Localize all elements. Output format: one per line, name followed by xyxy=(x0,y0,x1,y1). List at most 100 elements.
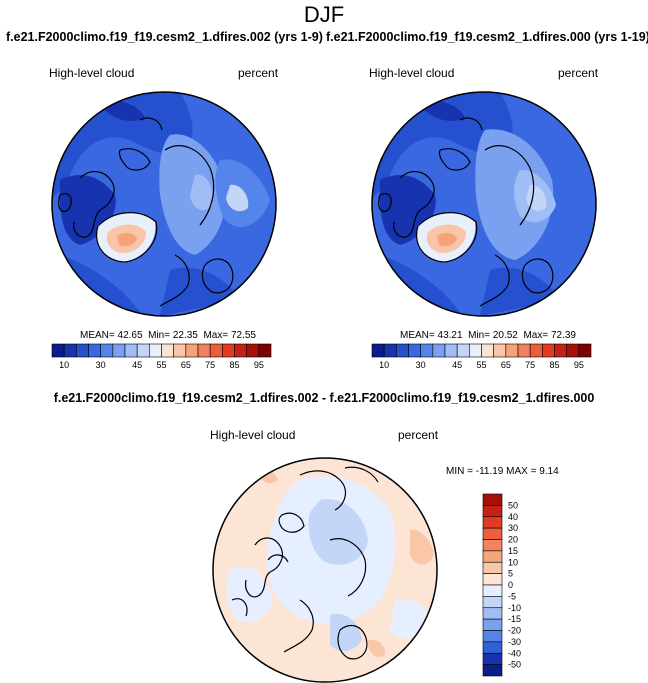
panel3-min-value: -11.19 xyxy=(475,466,504,477)
panel2-colorbar-swatch-3 xyxy=(408,343,421,358)
panel3-colorbar-tick-label-2: 30 xyxy=(508,523,518,533)
left-case-title: f.e21.F2000climo.f19_f19.cesm2_1.dfires.… xyxy=(6,30,323,44)
panel2-colorbar-swatch-12 xyxy=(517,343,531,358)
panel2-colorbar: 10 30 45 55 65 75 85 95 xyxy=(371,343,592,370)
panel1-units-label: percent xyxy=(238,66,279,80)
panel3-colorbar-swatch-4 xyxy=(482,539,503,552)
panel2-colorbar-tick-label-5: 75 xyxy=(525,360,535,370)
panel2-colorbar-swatch-1 xyxy=(383,343,397,358)
panel1-stats: MEAN= 42.65 Min= 22.35 Max= 72.55 xyxy=(80,330,256,341)
panel1-colorbar-swatch-17 xyxy=(258,343,272,358)
panel3-colorbar-tick-label-11: -20 xyxy=(508,626,521,636)
panel3-colorbar-tick-label-1: 40 xyxy=(508,512,518,522)
panel2-colorbar-tick-label-4: 65 xyxy=(501,360,511,370)
panel3-colorbar-tick-label-6: 5 xyxy=(508,569,513,579)
panel1-mean-value: 42.65 xyxy=(117,330,143,341)
panel3-max-label: MAX = xyxy=(506,466,537,477)
panel1-colorbar-swatch-11 xyxy=(185,343,199,358)
panel1-colorbar-swatch-3 xyxy=(88,343,101,358)
panel3-colorbar-tick-label-4: 15 xyxy=(508,546,518,556)
panel2-colorbar-tick-label-2: 45 xyxy=(452,360,462,370)
panel1-colorbar-swatch-6 xyxy=(124,343,138,358)
panel1-colorbar-swatch-14 xyxy=(222,343,235,358)
panel2-colorbar-swatch-6 xyxy=(444,343,458,358)
panel2-colorbar-swatch-14 xyxy=(542,343,555,358)
main-title: DJF xyxy=(303,2,345,27)
panel1-min-value: 22.35 xyxy=(172,330,198,341)
panel1-colorbar-tick-label-6: 85 xyxy=(229,360,239,370)
panel3-colorbar-tick-label-12: -30 xyxy=(508,637,521,647)
panel1-colorbar-swatch-16 xyxy=(246,343,260,358)
panel1-colorbar-swatch-7 xyxy=(136,343,150,358)
panel2-colorbar-swatch-4 xyxy=(420,343,434,358)
panel1-colorbar-swatch-2 xyxy=(76,343,89,358)
panel1-colorbar-tick-label-1: 30 xyxy=(96,360,106,370)
panel2-colorbar-swatch-10 xyxy=(493,343,507,358)
panel1-max-label: Max= xyxy=(203,330,229,341)
panel2-colorbar-swatch-11 xyxy=(505,343,519,358)
panel1-colorbar-tick-label-4: 65 xyxy=(181,360,191,370)
panel3-colorbar-swatch-8 xyxy=(482,584,503,597)
panel1-colorbar-swatch-13 xyxy=(209,343,223,358)
panel3-colorbar-swatch-9 xyxy=(482,596,503,609)
panel3-colorbar-swatch-11 xyxy=(482,618,503,631)
panel1-colorbar-swatch-15 xyxy=(234,343,247,358)
panel2-colorbar-tick-label-3: 55 xyxy=(476,360,486,370)
panel2-mean-label: MEAN= xyxy=(400,330,435,341)
panel1-colorbar-tick-label-5: 75 xyxy=(205,360,215,370)
panel2-colorbar-swatch-2 xyxy=(396,343,409,358)
panel3-variable-label: High-level cloud xyxy=(210,428,296,442)
panel2-max-label: Max= xyxy=(523,330,549,341)
panel3-colorbar-swatch-13 xyxy=(482,641,503,654)
panel2-colorbar-swatch-7 xyxy=(456,343,470,358)
panel3-colorbar-swatch-2 xyxy=(482,516,503,529)
panel3-colorbar-tick-label-0: 50 xyxy=(508,500,518,510)
panel3-colorbar-tick-label-14: -50 xyxy=(508,660,521,670)
panel2-colorbar-swatch-9 xyxy=(481,343,494,358)
panel3-colorbar-swatch-3 xyxy=(482,527,503,540)
panel3-stats: MIN = -11.19 MAX = 9.14 xyxy=(446,466,559,477)
panel3-colorbar-tick-label-8: -5 xyxy=(508,591,516,601)
panel2-colorbar-swatch-8 xyxy=(469,343,482,358)
panel1-colorbar-tick-label-2: 45 xyxy=(132,360,142,370)
panel2-colorbar-swatch-0 xyxy=(371,343,385,358)
panel1-colorbar: 10 30 45 55 65 75 85 95 xyxy=(51,343,272,370)
panel2-min-label: Min= xyxy=(468,330,491,341)
panel3-colorbar-swatch-0 xyxy=(482,493,503,506)
panel2-stats: MEAN= 43.21 Min= 20.52 Max= 72.39 xyxy=(400,330,576,341)
panel2-colorbar-tick-label-0: 10 xyxy=(379,360,389,370)
panel2-colorbar-swatch-15 xyxy=(554,343,567,358)
panel1-colorbar-tick-label-0: 10 xyxy=(59,360,69,370)
panel1-mean-label: MEAN= xyxy=(80,330,115,341)
panel3-units-label: percent xyxy=(398,428,439,442)
panel3-colorbar-tick-label-13: -40 xyxy=(508,648,521,658)
panel2-colorbar-swatch-17 xyxy=(578,343,592,358)
panel1-colorbar-swatch-0 xyxy=(51,343,65,358)
panel2-colorbar-tick-label-7: 95 xyxy=(574,360,584,370)
panel3-colorbar-swatch-6 xyxy=(482,561,503,574)
panel3-colorbar-swatch-1 xyxy=(482,505,503,518)
panel2-min-value: 20.52 xyxy=(492,330,518,341)
panel3-colorbar-swatch-10 xyxy=(482,607,503,620)
panel1-colorbar-tick-label-3: 55 xyxy=(156,360,166,370)
right-case-title: f.e21.F2000climo.f19_f19.cesm2_1.dfires.… xyxy=(326,30,648,44)
panel2-colorbar-swatch-13 xyxy=(529,343,543,358)
panel2-variable-label: High-level cloud xyxy=(369,66,455,80)
panel2-units-label: percent xyxy=(558,66,599,80)
panel3-colorbar-swatch-7 xyxy=(482,573,503,586)
panel3-min-label: MIN = xyxy=(446,466,473,477)
panel3-colorbar-swatch-14 xyxy=(482,652,503,665)
panel1-variable-label: High-level cloud xyxy=(49,66,135,80)
panel1-colorbar-swatch-4 xyxy=(100,343,114,358)
panel2-colorbar-tick-label-1: 30 xyxy=(416,360,426,370)
panel1-colorbar-swatch-10 xyxy=(173,343,187,358)
panel1-colorbar-swatch-9 xyxy=(161,343,174,358)
panel1-min-label: Min= xyxy=(148,330,171,341)
panel2-colorbar-swatch-16 xyxy=(566,343,580,358)
panel1-colorbar-swatch-5 xyxy=(112,343,126,358)
panel2-map xyxy=(371,91,597,317)
panel1-colorbar-tick-label-7: 95 xyxy=(254,360,264,370)
panel2-colorbar-swatch-5 xyxy=(432,343,446,358)
